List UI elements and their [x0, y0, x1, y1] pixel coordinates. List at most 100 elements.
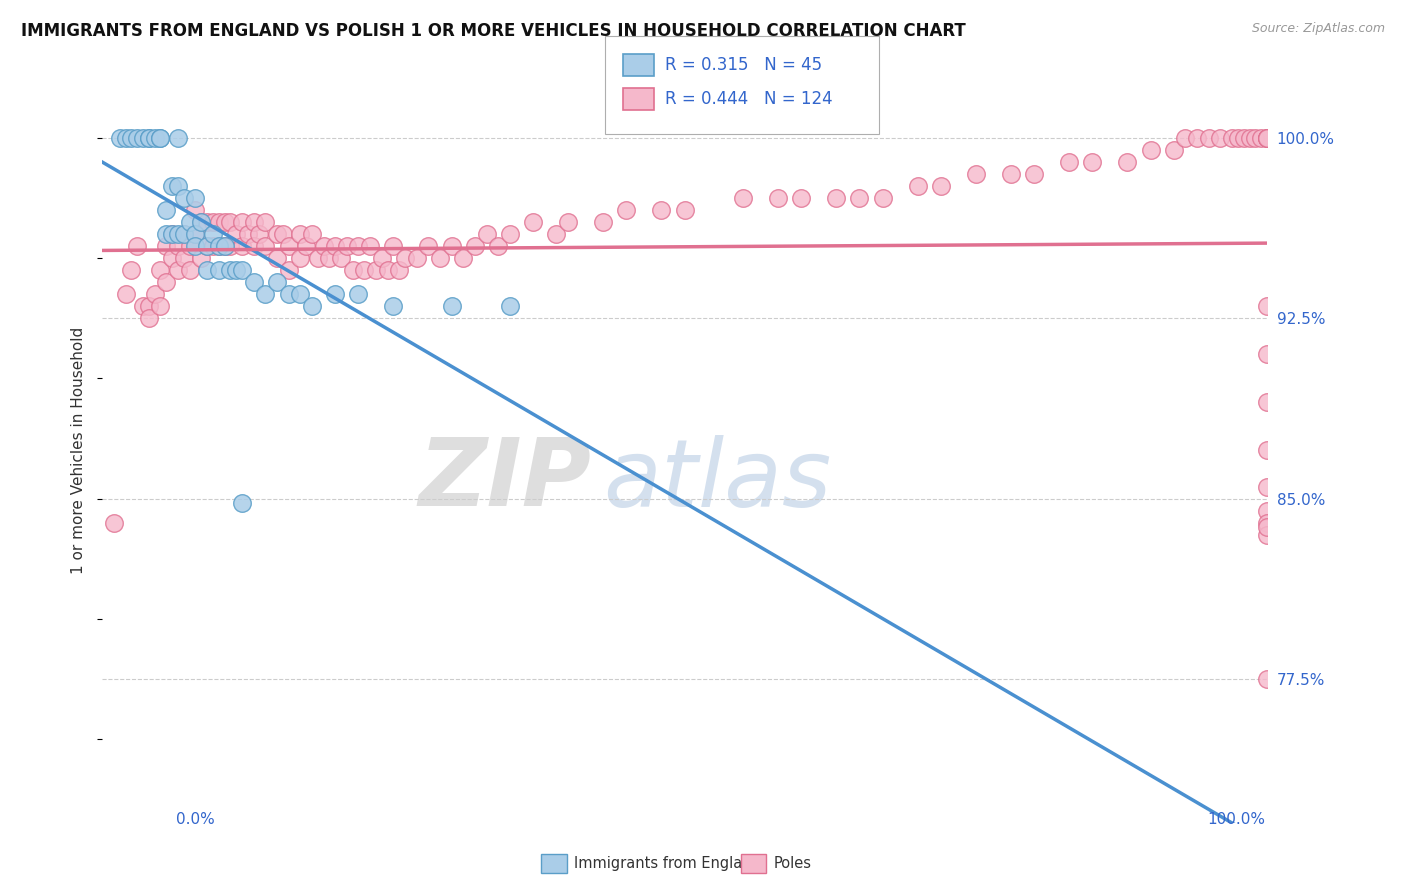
Point [546, 227, 568, 241]
Point [499, 227, 522, 241]
Point [301, 227, 323, 241]
Point [195, 215, 218, 229]
Point [254, 215, 277, 229]
Point [173, 251, 195, 265]
Point [929, 178, 952, 193]
Point [155, 275, 177, 289]
Point [731, 191, 754, 205]
Point [167, 263, 190, 277]
Text: R = 0.444   N = 124: R = 0.444 N = 124 [665, 90, 832, 108]
Point [167, 227, 190, 241]
Point [673, 202, 696, 217]
Point [184, 239, 207, 253]
Point [347, 239, 370, 253]
Point [231, 496, 253, 510]
Point [143, 287, 166, 301]
Point [225, 263, 247, 277]
Point [138, 311, 160, 326]
Point [179, 239, 201, 253]
Point [160, 227, 183, 241]
Point [208, 239, 231, 253]
Point [1256, 527, 1278, 541]
Point [1244, 130, 1267, 145]
Point [201, 239, 224, 253]
Point [1256, 443, 1278, 458]
Point [179, 215, 201, 229]
Point [1116, 154, 1139, 169]
Text: Immigrants from England: Immigrants from England [574, 856, 761, 871]
Point [907, 178, 929, 193]
Point [155, 202, 177, 217]
Point [254, 287, 277, 301]
Text: IMMIGRANTS FROM ENGLAND VS POLISH 1 OR MORE VEHICLES IN HOUSEHOLD CORRELATION CH: IMMIGRANTS FROM ENGLAND VS POLISH 1 OR M… [21, 22, 966, 40]
Point [184, 191, 207, 205]
Text: ZIP: ZIP [419, 434, 592, 526]
Point [167, 178, 190, 193]
Point [1256, 299, 1278, 313]
Point [1198, 130, 1220, 145]
Point [231, 263, 253, 277]
Point [290, 251, 312, 265]
Point [225, 227, 247, 241]
Point [475, 227, 498, 241]
Point [160, 178, 183, 193]
Point [1256, 672, 1278, 686]
Point [219, 239, 242, 253]
Point [277, 263, 299, 277]
Point [190, 251, 212, 265]
Point [342, 263, 364, 277]
Point [364, 263, 387, 277]
Point [1057, 154, 1080, 169]
Point [307, 251, 329, 265]
Point [790, 191, 813, 205]
Point [1256, 130, 1278, 145]
Point [271, 227, 294, 241]
Point [1174, 130, 1197, 145]
Point [382, 239, 405, 253]
Point [405, 251, 427, 265]
Point [1256, 395, 1278, 409]
Point [1256, 347, 1278, 361]
Point [965, 167, 987, 181]
Point [184, 227, 207, 241]
Point [1256, 130, 1278, 145]
Point [1226, 130, 1249, 145]
Point [149, 299, 172, 313]
Point [1081, 154, 1104, 169]
Point [429, 251, 451, 265]
Text: 0.0%: 0.0% [176, 812, 215, 827]
Point [371, 251, 394, 265]
Point [208, 263, 231, 277]
Point [616, 202, 638, 217]
Point [312, 239, 335, 253]
Point [418, 239, 440, 253]
Point [1220, 130, 1243, 145]
Point [277, 239, 299, 253]
Point [114, 287, 136, 301]
Point [160, 251, 183, 265]
Point [242, 275, 264, 289]
Point [155, 227, 177, 241]
Text: 100.0%: 100.0% [1208, 812, 1265, 827]
Point [318, 251, 340, 265]
Point [219, 263, 242, 277]
Point [486, 239, 509, 253]
Point [359, 239, 381, 253]
Point [201, 215, 224, 229]
Point [114, 130, 136, 145]
Point [323, 239, 346, 253]
Point [208, 239, 231, 253]
Point [242, 239, 264, 253]
Point [1233, 130, 1256, 145]
Point [650, 202, 672, 217]
Point [266, 227, 288, 241]
Point [382, 299, 405, 313]
Point [1256, 516, 1278, 530]
Point [1209, 130, 1232, 145]
Point [108, 130, 131, 145]
Point [301, 299, 323, 313]
Point [336, 239, 359, 253]
Point [242, 215, 264, 229]
Point [254, 239, 277, 253]
Point [1022, 167, 1045, 181]
